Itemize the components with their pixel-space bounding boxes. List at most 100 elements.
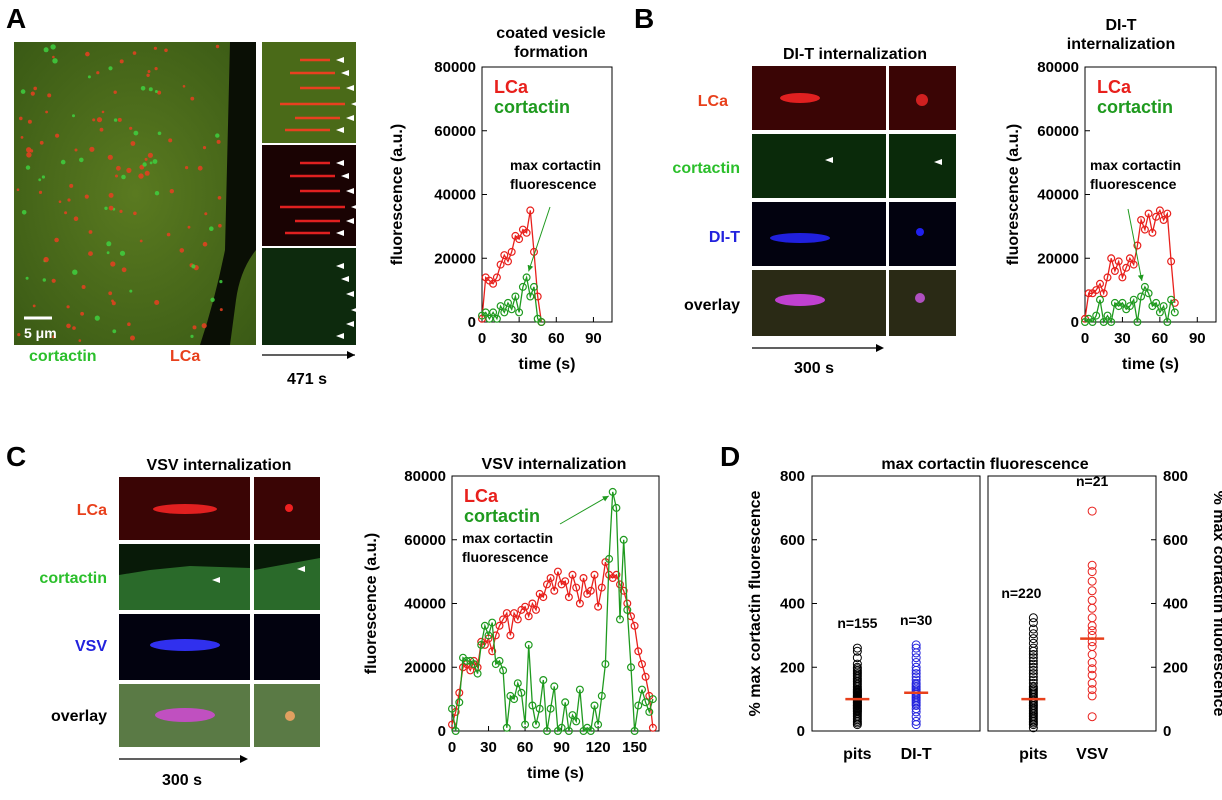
scatter-point	[911, 653, 921, 663]
y-tick-label: 0	[438, 723, 446, 740]
data-point-LCa	[1159, 216, 1168, 225]
micrograph-spot	[130, 335, 135, 341]
micrograph-spot	[192, 325, 197, 330]
y-tick-label: 40000	[1037, 187, 1079, 204]
data-point-cortactin	[477, 640, 486, 649]
micrograph-spot	[106, 251, 110, 255]
data-point-cortactin	[539, 675, 548, 684]
data-point-cortactin	[1140, 282, 1149, 291]
micrograph-spot	[66, 305, 70, 309]
scatter-point	[911, 672, 921, 682]
micrograph-spot	[147, 152, 153, 158]
x-tick-label: 0	[1081, 330, 1089, 347]
arrowhead-marker	[351, 204, 359, 210]
data-point-LCa	[634, 647, 643, 656]
chart-title: coated vesicle	[496, 25, 606, 42]
data-point-LCa	[448, 720, 457, 729]
data-point-cortactin	[473, 669, 482, 678]
annotation-arrow	[527, 206, 551, 272]
scatter-point	[1087, 560, 1097, 570]
data-point-LCa	[553, 567, 562, 576]
data-point-cortactin	[1152, 298, 1161, 307]
data-point-LCa	[499, 615, 508, 624]
data-point-cortactin	[623, 605, 632, 614]
data-point-LCa	[495, 621, 504, 630]
scatter-point	[1087, 621, 1097, 631]
data-point-LCa	[1114, 257, 1123, 266]
scatter-point	[911, 648, 921, 658]
data-point-cortactin	[1107, 318, 1116, 327]
data-point-cortactin	[1159, 302, 1168, 311]
y-tick-label: 60000	[404, 532, 446, 549]
x-axis-label: time (s)	[519, 356, 576, 373]
micrograph-spot	[43, 256, 49, 263]
chart-a: 0 20000 40000 60000 80000 0 30 60 90 time (s) fluo…	[389, 25, 613, 373]
chart-d: max cortactin fluorescence pits n=155 DI-T n…	[747, 456, 1222, 763]
micrograph-spot	[111, 299, 114, 303]
micrograph-spot	[202, 241, 208, 247]
plot-frame	[987, 475, 1157, 732]
y-tick-label: 80000	[434, 59, 476, 76]
data-point-cortactin	[586, 726, 595, 735]
data-point-cortactin	[500, 308, 509, 317]
data-point-LCa	[500, 251, 509, 260]
micrograph-spot	[190, 334, 194, 338]
micrograph-spot	[26, 152, 32, 158]
micrograph-spot	[117, 117, 122, 122]
y-tick-label: 40000	[434, 187, 476, 204]
data-point-cortactin	[557, 723, 566, 732]
micrograph-spot	[204, 212, 208, 216]
scatter-point	[1087, 595, 1097, 605]
annotation-text: fluorescence	[1090, 176, 1177, 192]
micrograph-spot	[33, 86, 37, 91]
data-point-LCa	[1152, 212, 1161, 221]
data-point-LCa	[597, 583, 606, 592]
panel-c-images	[119, 477, 320, 747]
data-point-cortactin	[597, 691, 606, 700]
micrograph-spot	[67, 198, 71, 202]
data-point-cortactin	[524, 640, 533, 649]
data-point-cortactin	[1133, 318, 1142, 327]
micrograph-spot	[79, 157, 84, 163]
legend-cortactin: cortactin	[464, 506, 540, 526]
data-point-LCa	[510, 609, 519, 618]
micrograph-spot	[26, 147, 32, 153]
data-point-LCa	[524, 612, 533, 621]
data-point-cortactin	[492, 314, 501, 323]
data-point-LCa	[572, 583, 581, 592]
micrograph-spot	[215, 44, 220, 49]
micrograph-spot	[210, 297, 215, 302]
micrograph-spot	[52, 58, 58, 64]
micrograph-spot	[112, 329, 117, 334]
data-point-LCa	[594, 602, 603, 611]
data-point-cortactin	[634, 701, 643, 710]
scatter-point	[1087, 626, 1097, 636]
scatter-point	[1087, 685, 1097, 695]
arrowhead-marker	[336, 57, 344, 63]
micrograph-spot	[30, 91, 35, 96]
data-point-LCa	[1140, 225, 1149, 234]
micrograph-spot	[110, 261, 116, 267]
micrograph-spot	[142, 162, 147, 167]
panel-c-row-cortactin: cortactin	[39, 570, 107, 587]
scale-bar-label: 5 μm	[24, 325, 57, 341]
annotation-arrow	[559, 495, 609, 525]
data-point-LCa	[630, 621, 639, 630]
scatter-point	[1087, 670, 1097, 680]
micrograph-spot	[51, 278, 56, 283]
panel-a-kymo-time: 471 s	[287, 371, 327, 388]
y-tick-label: 80000	[1037, 59, 1079, 76]
data-point-LCa	[1163, 209, 1172, 218]
scatter-point	[1028, 624, 1038, 634]
annotation-text: max cortactin	[1090, 157, 1181, 173]
micrograph-spot	[69, 183, 74, 188]
panel-b-time: 300 s	[794, 360, 834, 377]
data-point-cortactin	[489, 308, 498, 317]
micrograph-spot	[96, 71, 100, 75]
x-tick-label: 90	[553, 739, 570, 756]
arrowhead-marker	[336, 127, 344, 133]
arrowhead-marker	[351, 307, 359, 313]
micrograph-spot	[147, 70, 151, 73]
data-point-cortactin	[496, 302, 505, 311]
micrograph-spot	[116, 165, 121, 171]
